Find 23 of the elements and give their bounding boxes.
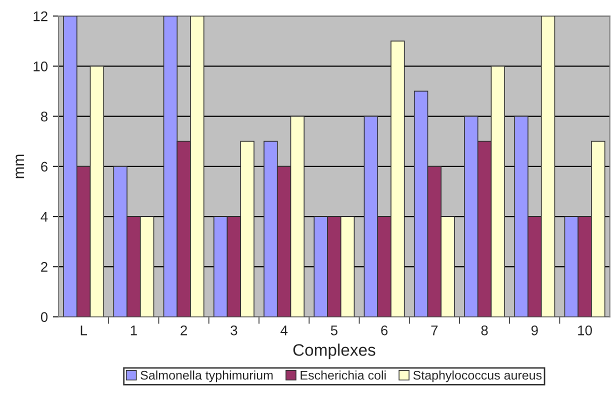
x-tick-label: 5 [330, 326, 338, 336]
y-tick-label: 2 [41, 262, 48, 272]
x-tick-label: 8 [481, 325, 488, 336]
y-tick-label: 4 [40, 212, 48, 222]
y-axis-title: mm [16, 154, 24, 178]
x-tick-label: 1 [130, 326, 137, 336]
x-tick-label: 3 [230, 325, 238, 336]
legend-label: Escherichia coli [300, 370, 386, 380]
x-tick-label: 6 [381, 325, 388, 336]
y-tick-label: 6 [41, 162, 48, 172]
legend-label: Staphylococcus aureus [413, 370, 542, 382]
x-tick-label: 2 [180, 325, 187, 336]
x-tick-label: 9 [531, 325, 538, 336]
legend-label: Salmonella typhimurium [140, 370, 273, 382]
y-tick-label: 8 [40, 112, 48, 122]
x-tick-label: 4 [280, 326, 288, 336]
y-tick-label: 12 [34, 11, 48, 22]
x-tick-label: 10 [578, 325, 592, 336]
y-tick-label: 10 [34, 62, 48, 72]
x-axis-title: Complexes [293, 344, 376, 360]
y-tick-label: 0 [40, 312, 48, 322]
x-tick-label: L [80, 326, 87, 336]
x-tick-label: 7 [431, 326, 438, 336]
